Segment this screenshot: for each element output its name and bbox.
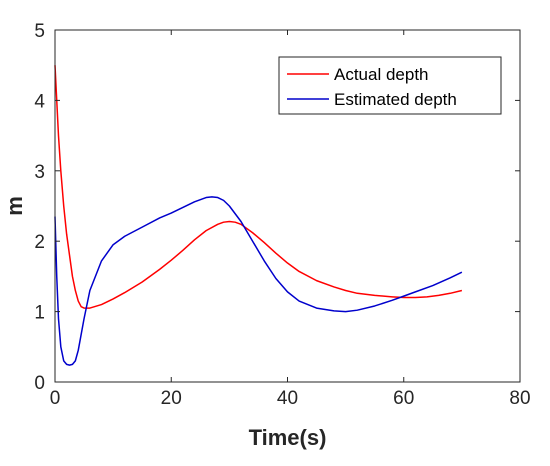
y-tick-label: 2 <box>34 232 45 253</box>
legend-box <box>278 56 502 115</box>
series-line-estimated-depth <box>54 196 463 366</box>
x-axis-ticks: 0 20 40 60 80 <box>50 30 531 409</box>
y-tick-label: 5 <box>34 21 45 42</box>
legend-label-actual-depth: Actual depth <box>334 65 429 84</box>
y-axis-ticks: 0 1 2 3 4 5 <box>34 21 520 394</box>
y-tick-label: 3 <box>34 162 45 183</box>
x-tick-label: 20 <box>161 388 182 409</box>
x-tick-label: 60 <box>393 388 414 409</box>
y-tick-label: 1 <box>34 303 45 324</box>
x-tick-label: 80 <box>509 388 530 409</box>
y-axis-title: m <box>2 196 27 216</box>
legend: Actual depth Estimated depth <box>278 56 502 115</box>
legend-label-estimated-depth: Estimated depth <box>334 90 457 109</box>
x-axis-title: Time(s) <box>249 425 327 450</box>
x-tick-label: 0 <box>50 388 61 409</box>
plot-lines <box>54 65 463 366</box>
x-tick-label: 40 <box>277 388 298 409</box>
y-tick-label: 4 <box>34 91 45 112</box>
series-line-actual-depth <box>54 65 463 309</box>
y-tick-label: 0 <box>34 373 45 394</box>
